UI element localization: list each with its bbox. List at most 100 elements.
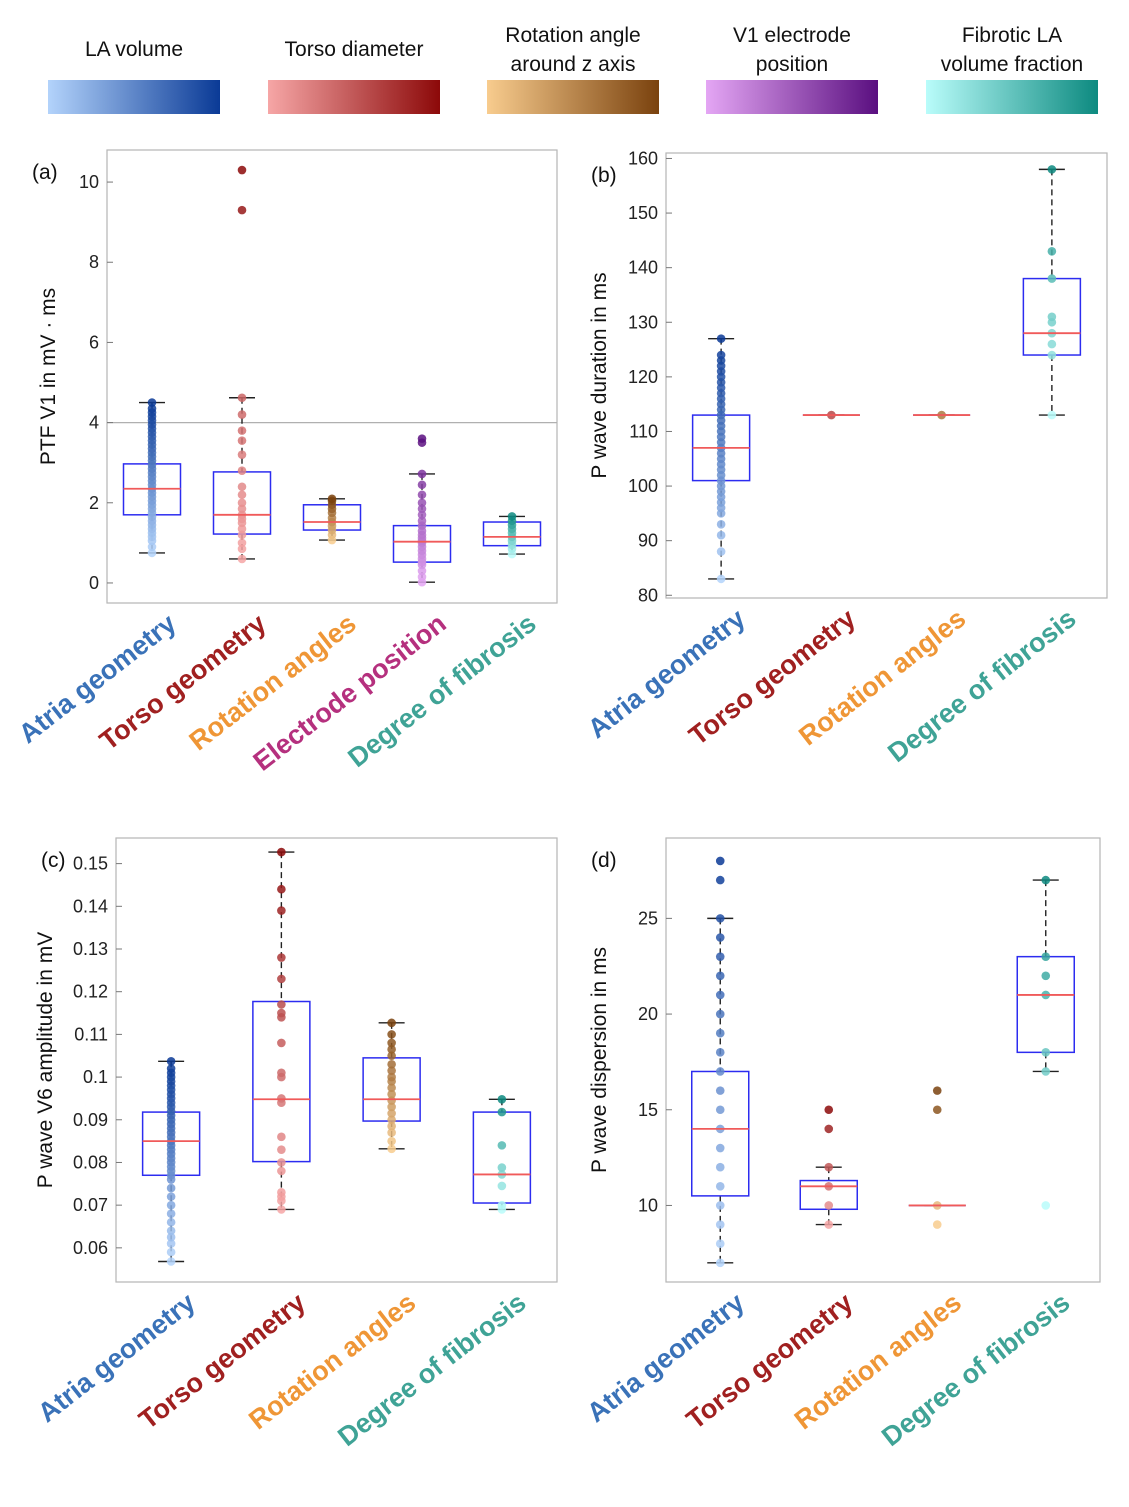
data-point [497, 1163, 507, 1172]
y-tick-label: 80 [638, 585, 658, 605]
data-point [1041, 952, 1051, 961]
data-point [715, 1239, 725, 1249]
legend-colorbar [487, 80, 659, 114]
data-point [387, 1128, 396, 1137]
data-point [277, 953, 286, 962]
plot-frame [106, 149, 558, 604]
plot-frame [665, 152, 1108, 599]
data-point [277, 847, 286, 857]
legend-item-torso-diameter: Torso diameter [268, 38, 440, 114]
legend-colorbar [48, 80, 220, 114]
legend-title-line: around z axis [511, 53, 636, 76]
y-tick-label: 90 [638, 531, 658, 551]
box-rotation-angles [302, 494, 362, 545]
box-atria-geometry [141, 1056, 201, 1266]
data-point [237, 504, 247, 514]
y-tick-label: 6 [89, 332, 99, 352]
data-point [715, 1162, 725, 1172]
y-tick-label: 0.11 [74, 1024, 108, 1044]
data-point [277, 1166, 286, 1176]
data-point [387, 1018, 396, 1028]
box-torso-geometry [802, 410, 860, 420]
y-tick-label: 25 [638, 908, 658, 928]
data-point [715, 1220, 725, 1229]
data-point [417, 469, 427, 479]
data-point [715, 875, 725, 885]
y-tick-label: 0.08 [73, 1152, 108, 1172]
data-point [166, 1226, 176, 1236]
legend-title-line: Fibrotic LA [962, 24, 1062, 47]
legend-item-la-volume: LA volume [48, 38, 220, 114]
data-point [166, 1232, 176, 1242]
data-point [497, 1181, 507, 1191]
data-point [417, 490, 427, 500]
y-tick-label: 0.1 [83, 1067, 108, 1087]
data-point [1047, 410, 1057, 420]
legend-item-v1-electrode-position: V1 electrode position [706, 24, 878, 114]
data-point [716, 547, 726, 556]
data-point [1041, 1201, 1051, 1210]
data-point [715, 952, 725, 961]
y-tick-label: 0.13 [73, 939, 108, 959]
y-tick-label: 8 [89, 252, 99, 272]
data-point [932, 1220, 942, 1229]
category-label-degree-of-fibrosis: Degree of fibrosis [876, 1287, 1075, 1452]
data-point [237, 393, 247, 403]
y-tick-label: 0 [89, 573, 99, 593]
y-tick-label: 120 [628, 367, 658, 387]
data-point [387, 1083, 396, 1093]
legend-title-line: position [756, 53, 828, 76]
data-point [497, 1094, 507, 1104]
data-point [824, 1220, 834, 1229]
data-point [932, 1086, 942, 1095]
data-point [277, 906, 286, 915]
data-point [237, 538, 247, 548]
category-label-torso-geometry: Torso geometry [94, 608, 272, 756]
data-point [387, 1115, 396, 1125]
y-tick-label: 0.15 [73, 854, 108, 874]
data-point [715, 856, 725, 866]
data-point [417, 498, 427, 508]
legend-item-rotation-angle-around-z-axis: Rotation angle around z axis [487, 24, 659, 114]
y-tick-label: 160 [628, 148, 658, 168]
data-point [387, 1059, 396, 1069]
data-point [716, 519, 726, 529]
data-point [497, 1141, 507, 1150]
box-degree-of-fibrosis [472, 1094, 532, 1214]
data-point [824, 1162, 834, 1172]
data-point [715, 933, 725, 942]
y-tick-label: 20 [638, 1004, 658, 1024]
data-point [277, 1038, 286, 1048]
data-point [417, 480, 427, 490]
data-point [417, 516, 427, 526]
data-point [237, 530, 247, 540]
data-point [166, 1064, 176, 1073]
y-tick-label: 2 [89, 493, 99, 513]
data-point [387, 1109, 396, 1118]
data-point [716, 574, 726, 584]
data-point [417, 566, 427, 576]
data-point [237, 482, 247, 492]
data-point [387, 1038, 396, 1048]
data-point [277, 974, 286, 984]
data-point [716, 530, 726, 540]
category-label-atria-geometry: Atria geometry [13, 608, 182, 749]
data-point [147, 548, 157, 558]
data-point [277, 884, 286, 894]
data-point [166, 1257, 176, 1266]
data-point [237, 466, 247, 476]
data-point [715, 1258, 725, 1268]
data-point [277, 1158, 286, 1167]
category-label-degree-of-fibrosis: Degree of fibrosis [332, 1287, 531, 1452]
data-point [715, 1009, 725, 1019]
data-point [387, 1089, 396, 1099]
legend-title-line: LA volume [85, 38, 183, 61]
category-label-degree-of-fibrosis: Degree of fibrosis [882, 603, 1081, 768]
data-point [497, 1200, 507, 1210]
data-point [716, 350, 726, 360]
y-tick-label: 140 [628, 258, 658, 278]
box-atria-geometry [122, 398, 182, 558]
y-axis-label: PTF V1 in mV · ms [37, 288, 60, 465]
box-torso-geometry [799, 1105, 858, 1229]
data-point [715, 1201, 725, 1210]
